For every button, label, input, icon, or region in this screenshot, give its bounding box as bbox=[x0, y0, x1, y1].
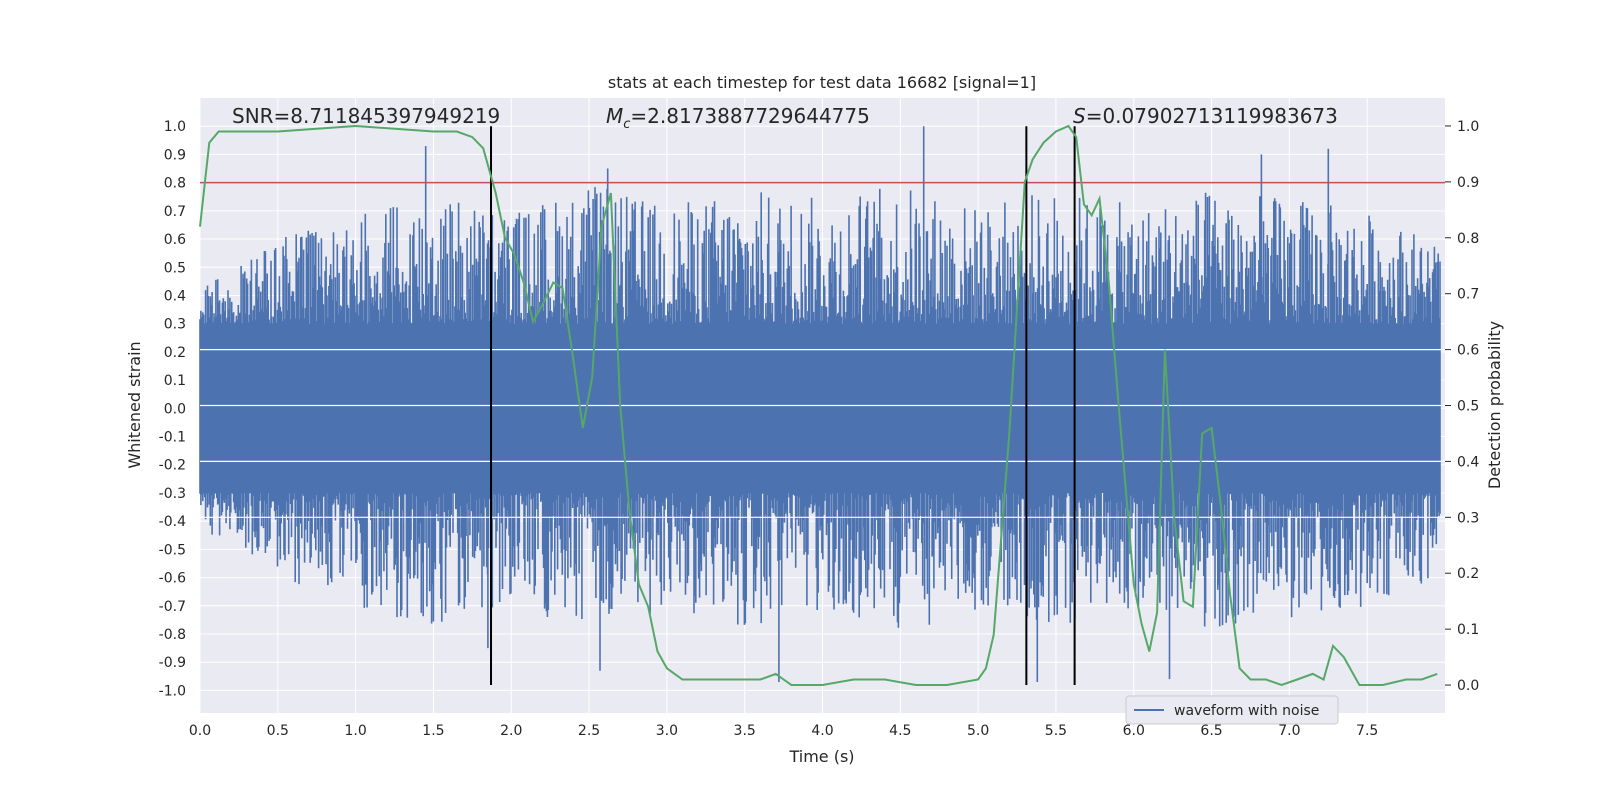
x-tick-label: 0.0 bbox=[189, 723, 211, 739]
x-tick-label: 6.5 bbox=[1200, 723, 1222, 739]
left-tick-label: 0.9 bbox=[164, 147, 186, 163]
left-tick-label: 0.7 bbox=[164, 204, 186, 220]
left-tick-label: -0.5 bbox=[159, 542, 186, 558]
right-tick-label: 0.0 bbox=[1457, 678, 1479, 694]
left-tick-label: 0.5 bbox=[164, 260, 186, 276]
waveform-series bbox=[199, 126, 1441, 682]
y-axis-label-right: Detection probability bbox=[1485, 321, 1504, 489]
left-tick-label: 0.6 bbox=[164, 232, 186, 248]
right-tick-label: 0.9 bbox=[1457, 175, 1479, 191]
vertical-markers bbox=[490, 126, 1076, 686]
left-tick-label: 1.0 bbox=[164, 119, 186, 135]
left-tick-label: -0.6 bbox=[159, 571, 186, 587]
x-tick-label: 2.0 bbox=[500, 723, 522, 739]
chirp-mass-annotation: Mc=2.8173887729644775 bbox=[606, 104, 870, 132]
x-tick-label: 1.0 bbox=[344, 723, 366, 739]
s-annotation: S=0.07902713119983673 bbox=[1073, 104, 1338, 128]
right-tick-label: 0.2 bbox=[1457, 566, 1479, 582]
chart-title: stats at each timestep for test data 166… bbox=[608, 73, 1036, 92]
right-tick-label: 0.3 bbox=[1457, 510, 1479, 526]
right-tick-label: 0.1 bbox=[1457, 622, 1479, 638]
chirp-mass-value: =2.8173887729644775 bbox=[630, 104, 869, 128]
left-tick-label: -0.8 bbox=[159, 627, 186, 643]
legend: waveform with noise bbox=[1125, 695, 1339, 725]
left-tick-label: -0.2 bbox=[159, 458, 186, 474]
left-axis-ticks: 1.0 0.9 0.8 0.7 0.6 0.5 0.4 0.3 0.2 0.1 0.0 -0.1 -0.… bbox=[159, 119, 186, 699]
s-value: =0.07902713119983673 bbox=[1086, 104, 1338, 128]
left-tick-label: 0.1 bbox=[164, 373, 186, 389]
right-tick-label: 0.6 bbox=[1457, 343, 1479, 359]
left-tick-label: 0.4 bbox=[164, 288, 186, 304]
left-tick-label: -0.9 bbox=[159, 655, 186, 671]
x-tick-label: 6.0 bbox=[1123, 723, 1145, 739]
x-tick-label: 3.5 bbox=[734, 723, 756, 739]
legend-box bbox=[1125, 695, 1339, 725]
right-tick-label: 0.5 bbox=[1457, 399, 1479, 415]
x-tick-label: 1.5 bbox=[422, 723, 444, 739]
y-axis-label-left: Whitened strain bbox=[125, 341, 144, 468]
waveform-bars bbox=[199, 126, 1441, 682]
x-tick-label: 3.0 bbox=[656, 723, 678, 739]
s-symbol: S bbox=[1073, 104, 1086, 128]
right-axis-ticks: 1.0 0.9 0.8 0.7 0.6 0.5 0.4 0.3 0.2 0.1 0.0 bbox=[1445, 119, 1479, 694]
left-tick-label: -0.1 bbox=[159, 430, 186, 446]
right-tick-label: 1.0 bbox=[1457, 119, 1479, 135]
x-tick-label: 5.5 bbox=[1045, 723, 1067, 739]
left-tick-label: -0.3 bbox=[159, 486, 186, 502]
chirp-mass-subscript: c bbox=[623, 117, 630, 132]
white-grid-overlay bbox=[200, 348, 1445, 518]
x-axis-ticks: 0.0 0.5 1.0 1.5 2.0 2.5 3.0 3.5 4.0 4.5 5.0 5.5 6.0 6… bbox=[189, 723, 1378, 739]
x-tick-label: 4.5 bbox=[889, 723, 911, 739]
legend-label: waveform with noise bbox=[1174, 703, 1319, 719]
left-tick-label: 0.0 bbox=[164, 401, 186, 417]
left-tick-label: -1.0 bbox=[159, 683, 186, 699]
x-tick-label: 4.0 bbox=[811, 723, 833, 739]
chirp-mass-symbol: M bbox=[606, 104, 623, 128]
x-tick-label: 7.0 bbox=[1278, 723, 1300, 739]
left-tick-label: 0.2 bbox=[164, 345, 186, 361]
left-tick-label: 0.8 bbox=[164, 176, 186, 192]
x-tick-label: 5.0 bbox=[967, 723, 989, 739]
right-tick-label: 0.4 bbox=[1457, 454, 1479, 470]
snr-annotation: SNR=8.711845397949219 bbox=[232, 104, 500, 128]
x-tick-label: 7.5 bbox=[1356, 723, 1378, 739]
x-tick-label: 2.5 bbox=[578, 723, 600, 739]
x-tick-label: 0.5 bbox=[267, 723, 289, 739]
x-axis-label: Time (s) bbox=[788, 747, 854, 766]
right-tick-label: 0.8 bbox=[1457, 231, 1479, 247]
left-tick-label: -0.7 bbox=[159, 599, 186, 615]
right-tick-label: 0.7 bbox=[1457, 287, 1479, 303]
left-tick-label: 0.3 bbox=[164, 317, 186, 333]
detection-probability-line bbox=[199, 124, 1438, 687]
left-tick-label: -0.4 bbox=[159, 514, 186, 530]
